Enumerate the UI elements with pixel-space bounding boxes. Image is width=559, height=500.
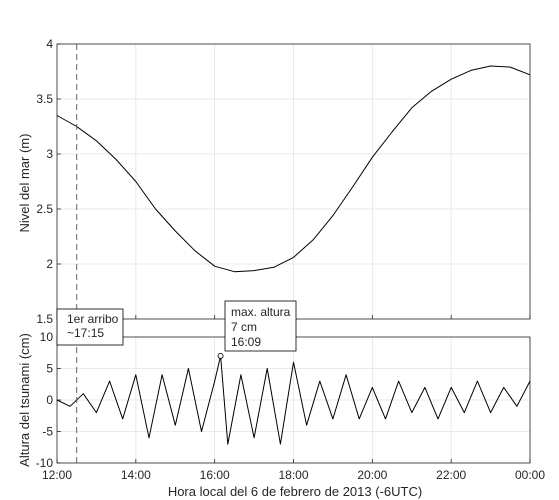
arrival-annotation-line2: ~17:15 <box>67 326 104 340</box>
tsunami-height-axes: -10 -5 0 5 10 12:00 14:00 16:00 18:00 20:00 22:00 0… <box>36 330 546 482</box>
tsunami-ytick-label-1: -5 <box>42 425 53 439</box>
tsunami-xtick-label-1: 14:00 <box>121 468 151 482</box>
tsunami-ytick-label-4: 10 <box>40 330 54 344</box>
sea-level-ylabel: Nivel del mar (m) <box>17 134 32 233</box>
tsunami-xtick-label-2: 16:00 <box>200 468 230 482</box>
arrival-annotation-box <box>56 308 124 346</box>
max-annotation-box <box>224 300 297 352</box>
tsunami-xtick-label-5: 22:00 <box>436 468 466 482</box>
sea-level-ytick-label-2: 2.5 <box>36 202 53 216</box>
tsunami-ytick-label-3: 5 <box>46 362 53 376</box>
tsunami-xtick-label-0: 12:00 <box>42 468 72 482</box>
max-annotation: max. altura 7 cm 16:09 <box>224 300 297 352</box>
max-annotation-line2: 7 cm <box>231 320 257 334</box>
arrival-annotation: 1er arribo ~17:15 <box>56 308 124 346</box>
sea-level-ytick-label-4: 3.5 <box>36 92 53 106</box>
tsunami-xtick-label-3: 18:00 <box>278 468 308 482</box>
max-annotation-line3: 16:09 <box>231 335 261 349</box>
max-height-point <box>217 352 224 359</box>
tsunami-series-line-0 <box>56 355 531 445</box>
tsunami-ytick-label-2: 0 <box>46 393 53 407</box>
sea-level-series-line-0 <box>56 65 531 273</box>
sea-level-axes: 1.5 2 2.5 3 3.5 4 <box>36 37 531 326</box>
max-annotation-line1: max. altura <box>231 305 291 319</box>
tsunami-height-ylabel: Altura del tsunami (cm) <box>17 333 32 467</box>
time-xlabel: Hora local del 6 de febrero de 2013 (-6U… <box>168 484 422 499</box>
tsunami-ytick-label-0: -10 <box>36 456 54 470</box>
sea-level-ytick-label-5: 4 <box>46 37 53 51</box>
tsunami-xtick-label-4: 20:00 <box>357 468 387 482</box>
tsunami-xtick-label-6: 00:00 <box>515 468 545 482</box>
arrival-annotation-line1: 1er arribo <box>67 312 119 326</box>
sea-level-ytick-label-3: 3 <box>46 147 53 161</box>
sea-level-ytick-label-1: 2 <box>46 257 53 271</box>
sea-level-ytick-label-0: 1.5 <box>36 312 53 326</box>
